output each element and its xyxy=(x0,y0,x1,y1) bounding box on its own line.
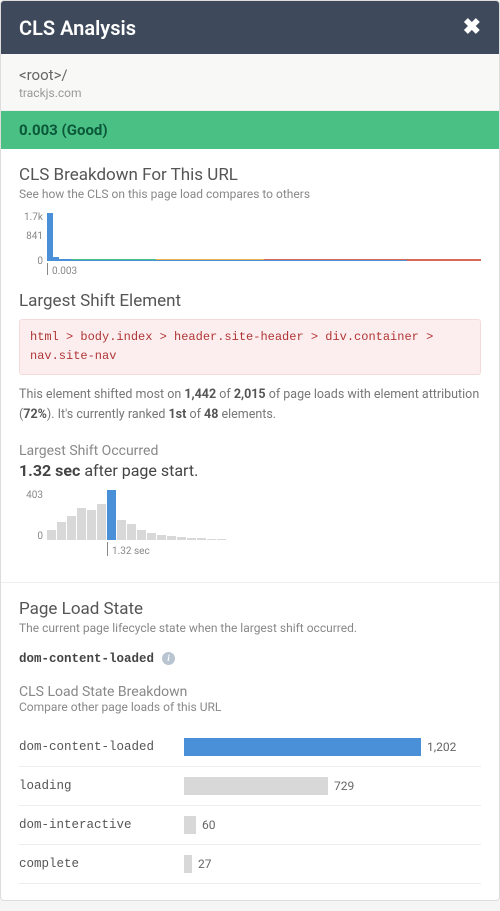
breakdown-bar xyxy=(184,738,421,756)
section-title: Page Load State xyxy=(19,599,481,619)
shift-time-value: 1.32 sec after page start. xyxy=(19,461,481,480)
cls-histogram: 1.7k 841 0 0.003 xyxy=(19,213,481,273)
histogram-bar xyxy=(157,535,166,540)
histogram-bar xyxy=(67,516,76,540)
section-subtitle: See how the CLS on this page load compar… xyxy=(19,187,481,201)
breakdown-table: dom-content-loaded 1,202 loading 729 dom-int… xyxy=(19,728,481,884)
breakdown-value: 27 xyxy=(192,855,212,873)
x-marker: 0.003 xyxy=(47,263,481,275)
element-selector: html > body.index > header.site-header >… xyxy=(19,319,481,375)
breakdown-row: dom-interactive 60 xyxy=(19,806,481,845)
histogram-bar xyxy=(57,522,66,540)
ytick: 0 xyxy=(19,531,43,542)
y-axis-labels: 1.7k 841 0 xyxy=(19,213,43,267)
largest-shift-element: Largest Shift Element html > body.index … xyxy=(19,291,481,425)
y-axis-labels: 403 0 xyxy=(19,490,43,542)
histogram-bar xyxy=(217,539,226,540)
cls-breakdown-section: CLS Breakdown For This URL See how the C… xyxy=(1,149,499,576)
breakdown-label: dom-interactive xyxy=(19,818,184,832)
histogram-bar xyxy=(147,533,156,540)
panel-title: CLS Analysis xyxy=(19,16,136,40)
histogram-bars xyxy=(47,213,481,261)
breakdown-label: loading xyxy=(19,779,184,793)
breakdown-bar-wrap: 729 xyxy=(184,777,481,795)
histogram-bar xyxy=(197,538,206,540)
breakdown-value: 1,202 xyxy=(421,738,456,756)
breakdown-bar xyxy=(184,816,196,834)
score-label: (Good) xyxy=(62,121,108,139)
section-title: CLS Breakdown For This URL xyxy=(19,165,481,185)
histogram-bar xyxy=(401,260,407,261)
histogram-bar xyxy=(47,213,53,261)
section-title: Largest Shift Element xyxy=(19,291,481,311)
breakdown-bar xyxy=(184,777,328,795)
load-state-breakdown: CLS Load State Breakdown Compare other p… xyxy=(19,684,481,884)
ytick: 403 xyxy=(19,490,43,501)
ytick: 1.7k xyxy=(19,213,43,223)
url-domain: trackjs.com xyxy=(19,86,481,100)
breakdown-bar-wrap: 1,202 xyxy=(184,738,481,756)
histogram-bar xyxy=(187,538,196,540)
url-bar: <root>/ trackjs.com xyxy=(1,54,499,111)
subsection-title: CLS Load State Breakdown xyxy=(19,684,481,700)
shift-description: This element shifted most on 1,442 of 2,… xyxy=(19,385,481,425)
page-state-value: dom-content-loaded i xyxy=(19,647,481,666)
histogram-bar xyxy=(77,508,86,540)
breakdown-row: dom-content-loaded 1,202 xyxy=(19,728,481,767)
breakdown-bar-wrap: 60 xyxy=(184,816,481,834)
ytick: 0 xyxy=(19,256,43,267)
histogram-bar xyxy=(47,530,56,540)
page-load-state-section: Page Load State The current page lifecyc… xyxy=(1,583,499,900)
time-histogram: 403 0 1.32 sec xyxy=(19,490,481,560)
breakdown-value: 60 xyxy=(196,816,216,834)
histogram-bar xyxy=(167,536,176,540)
histogram-bars xyxy=(47,490,481,540)
breakdown-label: complete xyxy=(19,857,184,871)
breakdown-bar-wrap: 27 xyxy=(184,855,481,873)
histogram-bar xyxy=(207,539,216,540)
x-marker: 1.32 sec xyxy=(47,542,481,557)
histogram-bar xyxy=(87,510,96,540)
score-bar: 0.003 (Good) xyxy=(1,111,499,149)
panel-header: CLS Analysis ✖ xyxy=(1,1,499,54)
breakdown-row: complete 27 xyxy=(19,845,481,884)
breakdown-row: loading 729 xyxy=(19,767,481,806)
histogram-bar xyxy=(117,520,126,540)
breakdown-value: 729 xyxy=(328,777,354,795)
subsection-title: Largest Shift Occurred xyxy=(19,443,481,459)
close-icon[interactable]: ✖ xyxy=(463,15,481,40)
breakdown-label: dom-content-loaded xyxy=(19,740,184,754)
histogram-bar xyxy=(97,504,106,540)
info-icon[interactable]: i xyxy=(162,652,175,665)
largest-shift-time: Largest Shift Occurred 1.32 sec after pa… xyxy=(19,443,481,560)
histogram-bar xyxy=(107,490,116,540)
url-path: <root>/ xyxy=(19,66,481,84)
section-subtitle: The current page lifecycle state when th… xyxy=(19,621,481,635)
score-value: 0.003 xyxy=(19,121,58,139)
histogram-bar xyxy=(127,524,136,540)
ytick: 841 xyxy=(19,231,43,242)
histogram-bar xyxy=(177,537,186,540)
cls-analysis-panel: CLS Analysis ✖ <root>/ trackjs.com 0.003… xyxy=(0,0,500,901)
breakdown-bar xyxy=(184,855,192,873)
section-subtitle: Compare other page loads of this URL xyxy=(19,700,481,714)
histogram-bar xyxy=(137,530,146,540)
